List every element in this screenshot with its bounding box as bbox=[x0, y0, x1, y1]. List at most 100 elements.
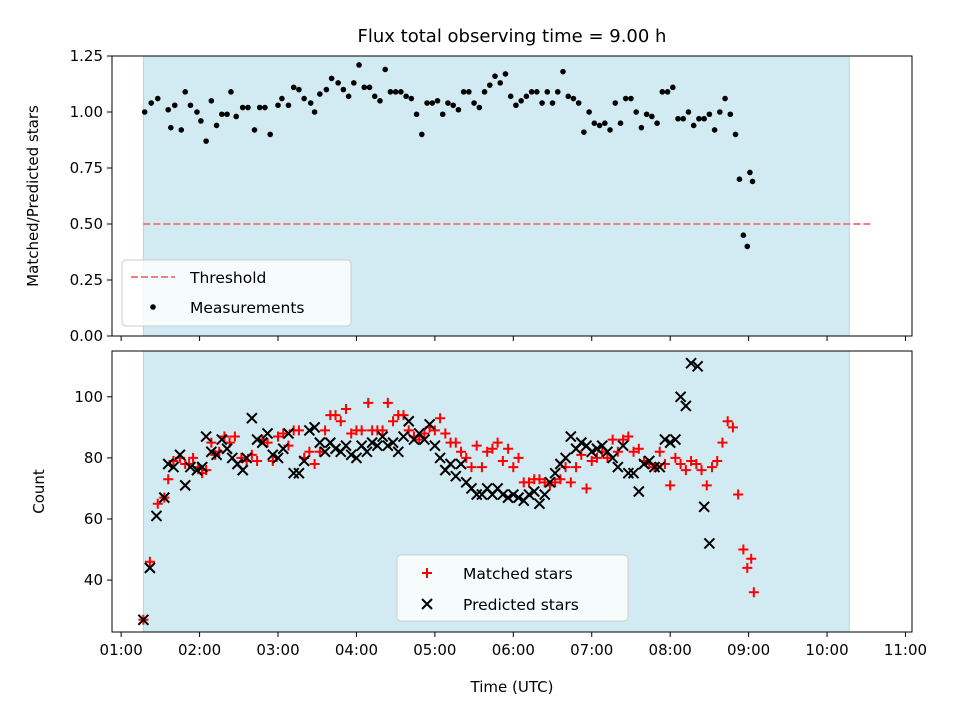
count-matched-37 bbox=[330, 410, 341, 421]
ratio-point-1 bbox=[148, 100, 155, 106]
ratio-point-55 bbox=[439, 111, 446, 118]
ratio-point-34 bbox=[328, 75, 335, 82]
count-predicted-12 bbox=[205, 446, 218, 458]
ratio-point-81 bbox=[575, 100, 582, 106]
ratio-point-18 bbox=[239, 104, 246, 111]
count-predicted-11 bbox=[200, 430, 212, 443]
ratio-point-47 bbox=[398, 89, 404, 95]
ratio-point-87 bbox=[607, 127, 613, 133]
count-matched-107 bbox=[696, 465, 707, 476]
ratio-legend-box bbox=[121, 259, 352, 327]
ratio-point-5 bbox=[171, 102, 178, 109]
count-predicted-43 bbox=[366, 436, 378, 449]
count-predicted-13 bbox=[210, 449, 223, 461]
count-predicted-76 bbox=[538, 488, 551, 501]
count-predicted-27 bbox=[282, 427, 295, 440]
ratio-point-35 bbox=[335, 80, 341, 86]
count-matched-22 bbox=[252, 455, 263, 466]
count-predicted-54 bbox=[423, 418, 436, 431]
x-axis-label: Time (UTC) bbox=[470, 678, 554, 696]
ratio-point-41 bbox=[366, 84, 373, 91]
ratio-point-29 bbox=[301, 95, 307, 102]
ratio-point-39 bbox=[356, 62, 362, 68]
ratio-point-102 bbox=[685, 109, 692, 115]
count-predicted-97 bbox=[648, 461, 661, 473]
count-matched-74 bbox=[523, 477, 534, 488]
ratio-point-20 bbox=[251, 127, 258, 133]
count-predicted-98 bbox=[654, 461, 666, 473]
ratio-point-62 bbox=[476, 104, 483, 111]
count-matched-39 bbox=[340, 404, 351, 415]
ratio-point-28 bbox=[296, 86, 302, 93]
count-matched-40 bbox=[346, 428, 357, 439]
count-matched-90 bbox=[607, 434, 618, 445]
count-predicted-85 bbox=[586, 446, 598, 458]
count-predicted-23 bbox=[261, 427, 274, 440]
ratio-point-60 bbox=[466, 89, 472, 95]
count-matched-24 bbox=[262, 437, 273, 448]
count-matched-80 bbox=[555, 474, 566, 485]
count-matched-77 bbox=[539, 477, 550, 488]
count-predicted-75 bbox=[533, 498, 546, 510]
ratio-point-112 bbox=[736, 176, 743, 182]
ratio-point-31 bbox=[311, 109, 318, 115]
count-matched-103 bbox=[675, 459, 686, 470]
ratio-point-56 bbox=[445, 100, 451, 106]
count-predicted-77 bbox=[544, 476, 556, 489]
count-matched-79 bbox=[550, 477, 561, 488]
count-matched-56 bbox=[429, 425, 440, 436]
count-predicted-44 bbox=[371, 439, 384, 452]
count-matched-86 bbox=[586, 455, 597, 466]
chart-title: Flux total observing time = 9.00 h bbox=[358, 26, 667, 47]
count-matched-93 bbox=[623, 431, 634, 442]
count-ytick-label-2: 80 bbox=[84, 449, 103, 467]
ratio-point-105 bbox=[701, 115, 707, 122]
count-predicted-81 bbox=[565, 430, 577, 443]
count-predicted-0 bbox=[137, 614, 150, 626]
count-predicted-24 bbox=[267, 449, 279, 461]
count-matched-82 bbox=[565, 477, 576, 488]
xtick-label-2: 03:00 bbox=[256, 641, 299, 659]
ratio-point-24 bbox=[275, 102, 281, 109]
count-matched-91 bbox=[612, 446, 623, 457]
ratio-point-45 bbox=[387, 89, 394, 95]
ratio-point-67 bbox=[502, 71, 509, 77]
ratio-point-99 bbox=[669, 84, 676, 91]
count-predicted-34 bbox=[319, 446, 331, 458]
ratio-point-100 bbox=[675, 115, 681, 122]
ratio-point-84 bbox=[591, 120, 598, 126]
count-matched-1 bbox=[144, 556, 155, 567]
ratio-point-69 bbox=[513, 102, 519, 109]
count-matched-92 bbox=[618, 434, 629, 445]
count-predicted-39 bbox=[345, 449, 357, 461]
count-matched-47 bbox=[382, 397, 393, 408]
ratio-point-70 bbox=[518, 98, 524, 104]
ratio-ytick-label-0: 0.00 bbox=[70, 327, 103, 345]
count-predicted-28 bbox=[287, 467, 300, 479]
ratio-point-46 bbox=[392, 89, 399, 95]
ratio-point-44 bbox=[382, 66, 389, 73]
count-matched-110 bbox=[712, 455, 723, 466]
ratio-point-72 bbox=[528, 89, 535, 95]
ratio-point-23 bbox=[267, 131, 273, 138]
count-predicted-47 bbox=[387, 436, 399, 449]
ratio-point-76 bbox=[549, 100, 556, 106]
count-matched-116 bbox=[742, 562, 753, 573]
count-predicted-55 bbox=[429, 439, 441, 452]
count-matched-113 bbox=[727, 422, 738, 433]
ratio-point-53 bbox=[429, 100, 436, 106]
ratio-point-88 bbox=[612, 100, 619, 106]
xtick-label-7: 08:00 bbox=[649, 641, 692, 659]
count-predicted-46 bbox=[382, 439, 394, 452]
count-legend: Matched stars Predicted stars bbox=[396, 554, 629, 622]
ratio-axes-frame bbox=[111, 55, 913, 337]
count-predicted-83 bbox=[575, 436, 587, 449]
ratio-point-11 bbox=[203, 138, 209, 144]
count-matched-66 bbox=[482, 446, 493, 457]
ratio-point-14 bbox=[219, 111, 225, 118]
count-predicted-7 bbox=[179, 479, 191, 492]
count-predicted-106 bbox=[698, 501, 710, 513]
count-predicted-31 bbox=[303, 424, 316, 437]
count-predicted-58 bbox=[444, 458, 457, 470]
ratio-point-48 bbox=[403, 93, 409, 100]
